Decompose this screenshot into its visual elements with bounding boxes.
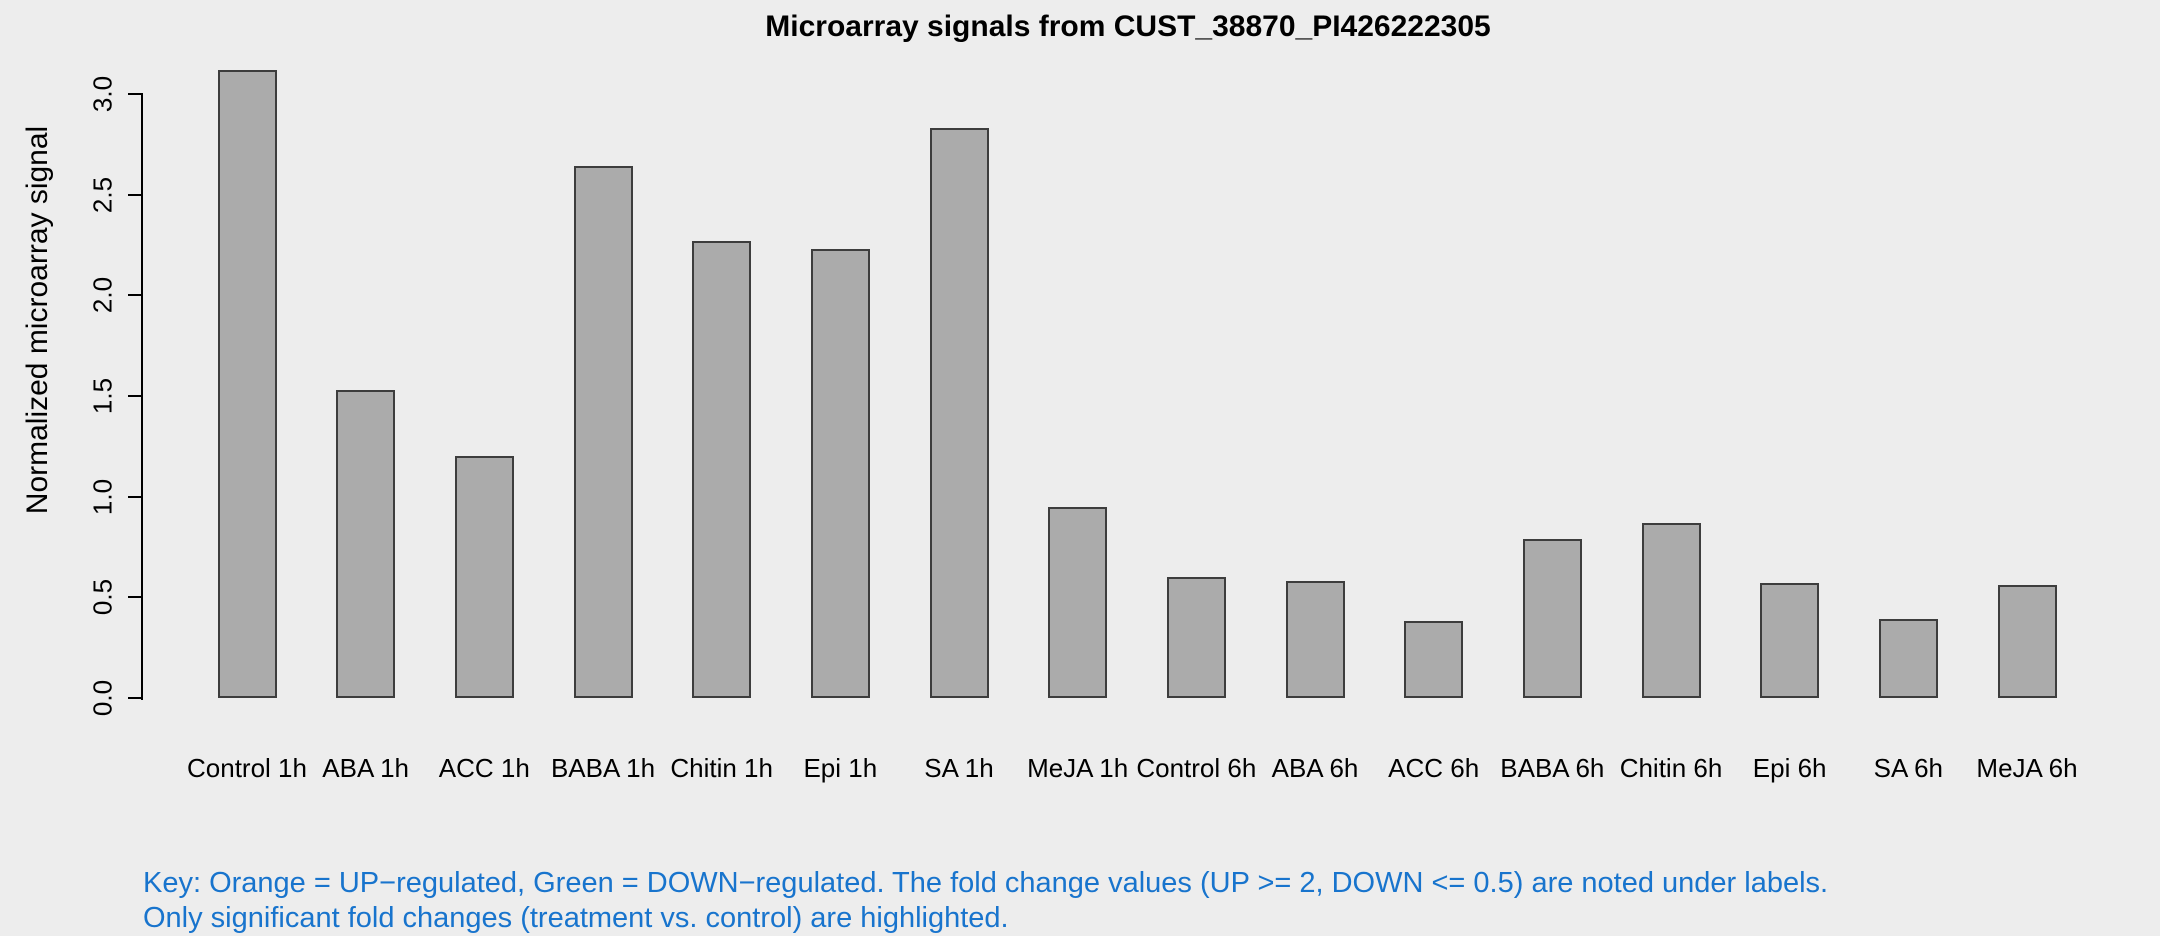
y-tick-label: 0.0 — [87, 679, 118, 717]
x-axis-label: Epi 6h — [1752, 753, 1827, 783]
x-axis-label: Control 6h — [1136, 753, 1257, 783]
x-axis-label: ACC 1h — [438, 753, 530, 783]
x-axis-label: ABA 6h — [1271, 753, 1359, 783]
bar-chitin-1h — [692, 240, 752, 698]
x-axis-label: Chitin 1h — [670, 753, 773, 783]
x-axis-label: BABA 1h — [550, 753, 656, 783]
x-axis-label: ABA 1h — [322, 753, 410, 783]
chart-title: Microarray signals from CUST_38870_PI426… — [765, 10, 1491, 43]
y-tick-label: 2.0 — [87, 277, 118, 314]
bar-baba-6h — [1522, 538, 1582, 698]
bar-baba-1h — [573, 166, 633, 698]
x-axis-label: MeJA 6h — [1976, 753, 2078, 783]
bar-meja-1h — [1048, 506, 1108, 698]
y-tick-label: 2.5 — [87, 176, 118, 213]
x-axis-label: SA 1h — [924, 753, 994, 783]
y-tick-mark — [128, 495, 143, 498]
bar-epi-6h — [1760, 583, 1820, 698]
y-axis-title: Normalized microarray signal — [21, 125, 54, 515]
bar-meja-6h — [1997, 585, 2057, 698]
key-line-1: Key: Orange = UP−regulated, Green = DOWN… — [143, 867, 1829, 899]
x-axis-label: BABA 6h — [1500, 753, 1605, 783]
bar-control-1h — [217, 69, 277, 698]
x-axis-label: Control 1h — [187, 753, 307, 783]
bar-acc-6h — [1404, 621, 1464, 698]
bar-epi-1h — [810, 249, 870, 698]
y-tick-mark — [128, 697, 143, 699]
x-axis-label: MeJA 1h — [1027, 753, 1129, 783]
x-axis-label: Chitin 6h — [1619, 753, 1723, 783]
y-tick-label: 1.5 — [87, 377, 118, 415]
bar-chitin-6h — [1641, 522, 1701, 698]
y-tick-label: 3.0 — [87, 75, 118, 113]
key-block: Key: Orange = UP−regulated, Green = DOWN… — [143, 866, 1828, 936]
y-tick-mark — [128, 193, 143, 196]
y-tick-mark — [128, 294, 143, 297]
key-line-2: Only significant fold changes (treatment… — [143, 902, 1009, 934]
y-axis-line — [141, 94, 143, 700]
bar-sa-1h — [929, 128, 989, 698]
x-axis-label: Epi 1h — [803, 753, 878, 783]
bar-control-6h — [1166, 577, 1226, 698]
bar-aba-6h — [1285, 581, 1345, 698]
bar-acc-1h — [454, 456, 514, 698]
y-tick-mark — [128, 596, 143, 599]
bar-aba-1h — [336, 389, 396, 698]
y-tick-mark — [128, 93, 143, 95]
y-tick-label: 1.0 — [87, 478, 118, 515]
x-axis-label: SA 6h — [1873, 753, 1944, 783]
y-tick-label: 0.5 — [87, 579, 118, 616]
y-tick-mark — [128, 395, 143, 397]
bar-sa-6h — [1878, 619, 1938, 698]
x-axis-label: ACC 6h — [1388, 753, 1480, 783]
